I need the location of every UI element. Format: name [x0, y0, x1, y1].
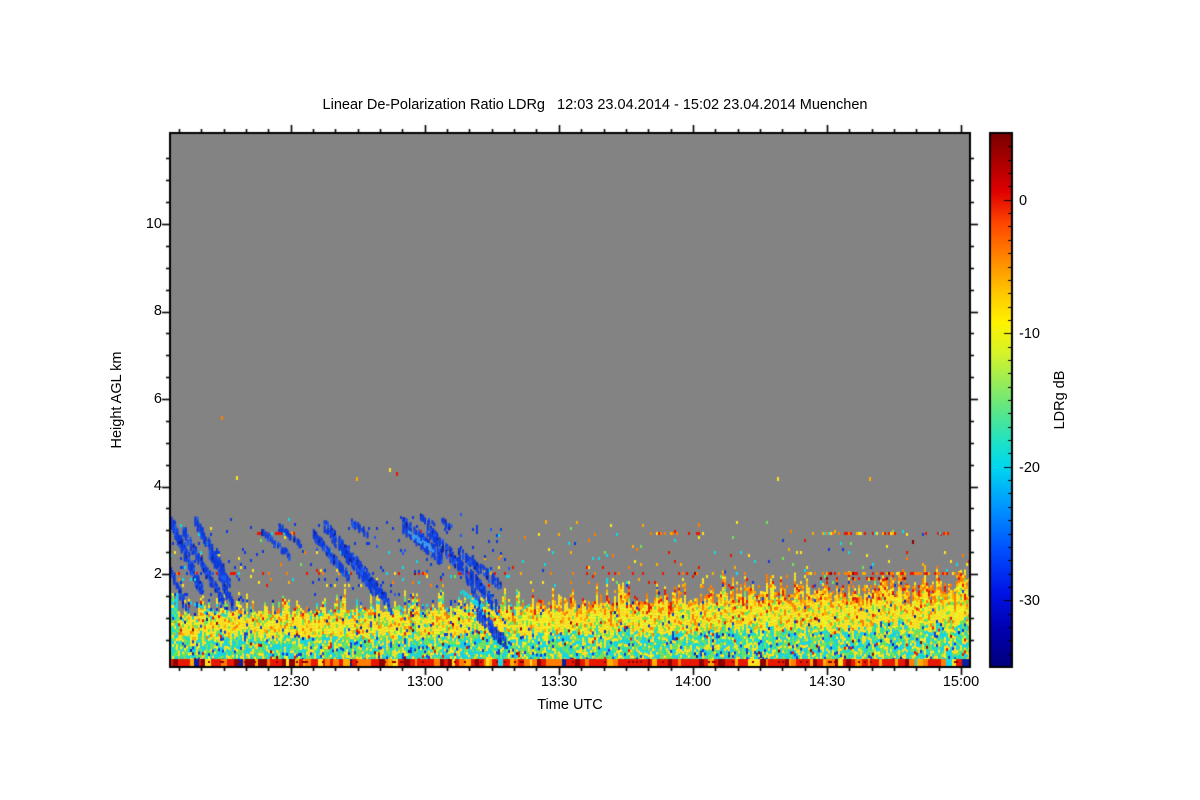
plot-title: Linear De-Polarization Ratio LDRg 12:03 …: [322, 97, 868, 113]
x-axis-label: Time UTC: [537, 697, 603, 713]
x-tick-label-1500: 15:00: [942, 674, 980, 690]
y-tick-label-6km: 6: [153, 391, 162, 407]
colorbar-tick-label-neg30: -30: [1019, 593, 1040, 609]
x-tick-label-1430: 14:30: [808, 674, 846, 690]
colorbar-tick-label-neg10: -10: [1019, 326, 1040, 342]
colorbar-tick-label-neg20: -20: [1019, 460, 1040, 476]
x-tick-label-1400: 14:00: [674, 674, 712, 690]
colorbar-label: LDRg dB: [1052, 370, 1068, 430]
y-tick-label-4km: 4: [153, 478, 162, 494]
y-tick-label-2km: 2: [153, 566, 162, 582]
y-tick-label-10km: 10: [145, 216, 162, 232]
colorbar-tick-label-0: 0: [1019, 193, 1028, 209]
y-tick-label-8km: 8: [153, 303, 162, 319]
x-tick-label-1330: 13:30: [540, 674, 578, 690]
x-tick-label-1300: 13:00: [406, 674, 444, 690]
y-axis-label: Height AGL km: [109, 351, 125, 449]
x-tick-label-1230: 12:30: [272, 674, 310, 690]
